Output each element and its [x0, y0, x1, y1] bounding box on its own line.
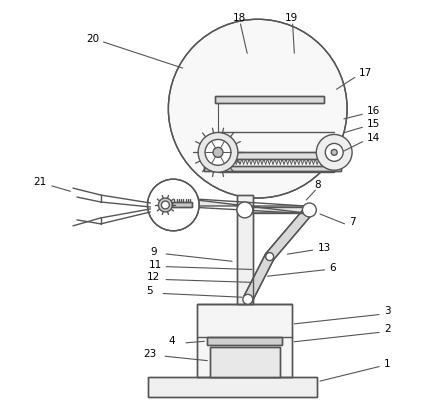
- Text: 1: 1: [384, 359, 391, 369]
- Bar: [215, 96, 324, 103]
- Circle shape: [213, 147, 223, 158]
- Bar: [215, 96, 324, 103]
- Circle shape: [237, 202, 253, 218]
- Text: 11: 11: [148, 260, 162, 269]
- Circle shape: [266, 253, 274, 260]
- Text: 23: 23: [144, 349, 157, 359]
- Text: 9: 9: [151, 247, 157, 257]
- Bar: [148, 377, 317, 397]
- Text: 8: 8: [314, 180, 321, 190]
- Text: 12: 12: [146, 273, 160, 282]
- Text: 18: 18: [233, 13, 246, 23]
- Circle shape: [316, 134, 352, 170]
- Circle shape: [243, 294, 253, 304]
- Text: 15: 15: [367, 118, 380, 129]
- Circle shape: [302, 203, 316, 217]
- Circle shape: [205, 140, 231, 165]
- Bar: [197, 304, 292, 377]
- Circle shape: [331, 149, 337, 155]
- Text: 6: 6: [329, 263, 336, 273]
- Bar: [237, 195, 253, 304]
- Polygon shape: [244, 254, 274, 302]
- Text: 5: 5: [146, 287, 153, 296]
- Text: 3: 3: [384, 306, 391, 316]
- Text: 21: 21: [33, 177, 46, 187]
- Text: 16: 16: [367, 106, 380, 116]
- Bar: [204, 152, 341, 159]
- Text: 14: 14: [367, 133, 380, 143]
- Bar: [204, 152, 341, 159]
- Bar: [172, 202, 192, 207]
- Bar: [207, 337, 282, 345]
- Circle shape: [198, 133, 238, 172]
- Bar: [172, 202, 192, 207]
- Polygon shape: [240, 207, 313, 213]
- Bar: [210, 347, 279, 377]
- Circle shape: [148, 179, 199, 231]
- Text: 4: 4: [168, 336, 175, 346]
- Circle shape: [325, 143, 343, 161]
- Bar: [204, 166, 341, 171]
- Bar: [237, 195, 253, 304]
- Circle shape: [159, 198, 172, 212]
- Bar: [207, 337, 282, 345]
- Circle shape: [168, 19, 347, 198]
- Polygon shape: [170, 198, 313, 214]
- Polygon shape: [266, 207, 313, 260]
- Bar: [197, 304, 292, 377]
- Bar: [204, 166, 341, 171]
- Text: 19: 19: [285, 13, 298, 23]
- Text: 13: 13: [317, 243, 331, 253]
- Text: 17: 17: [359, 68, 372, 78]
- Bar: [148, 377, 317, 397]
- Text: 20: 20: [86, 34, 99, 44]
- Text: 7: 7: [349, 217, 356, 227]
- Bar: [210, 347, 279, 377]
- Text: 2: 2: [384, 324, 391, 334]
- Circle shape: [161, 201, 170, 209]
